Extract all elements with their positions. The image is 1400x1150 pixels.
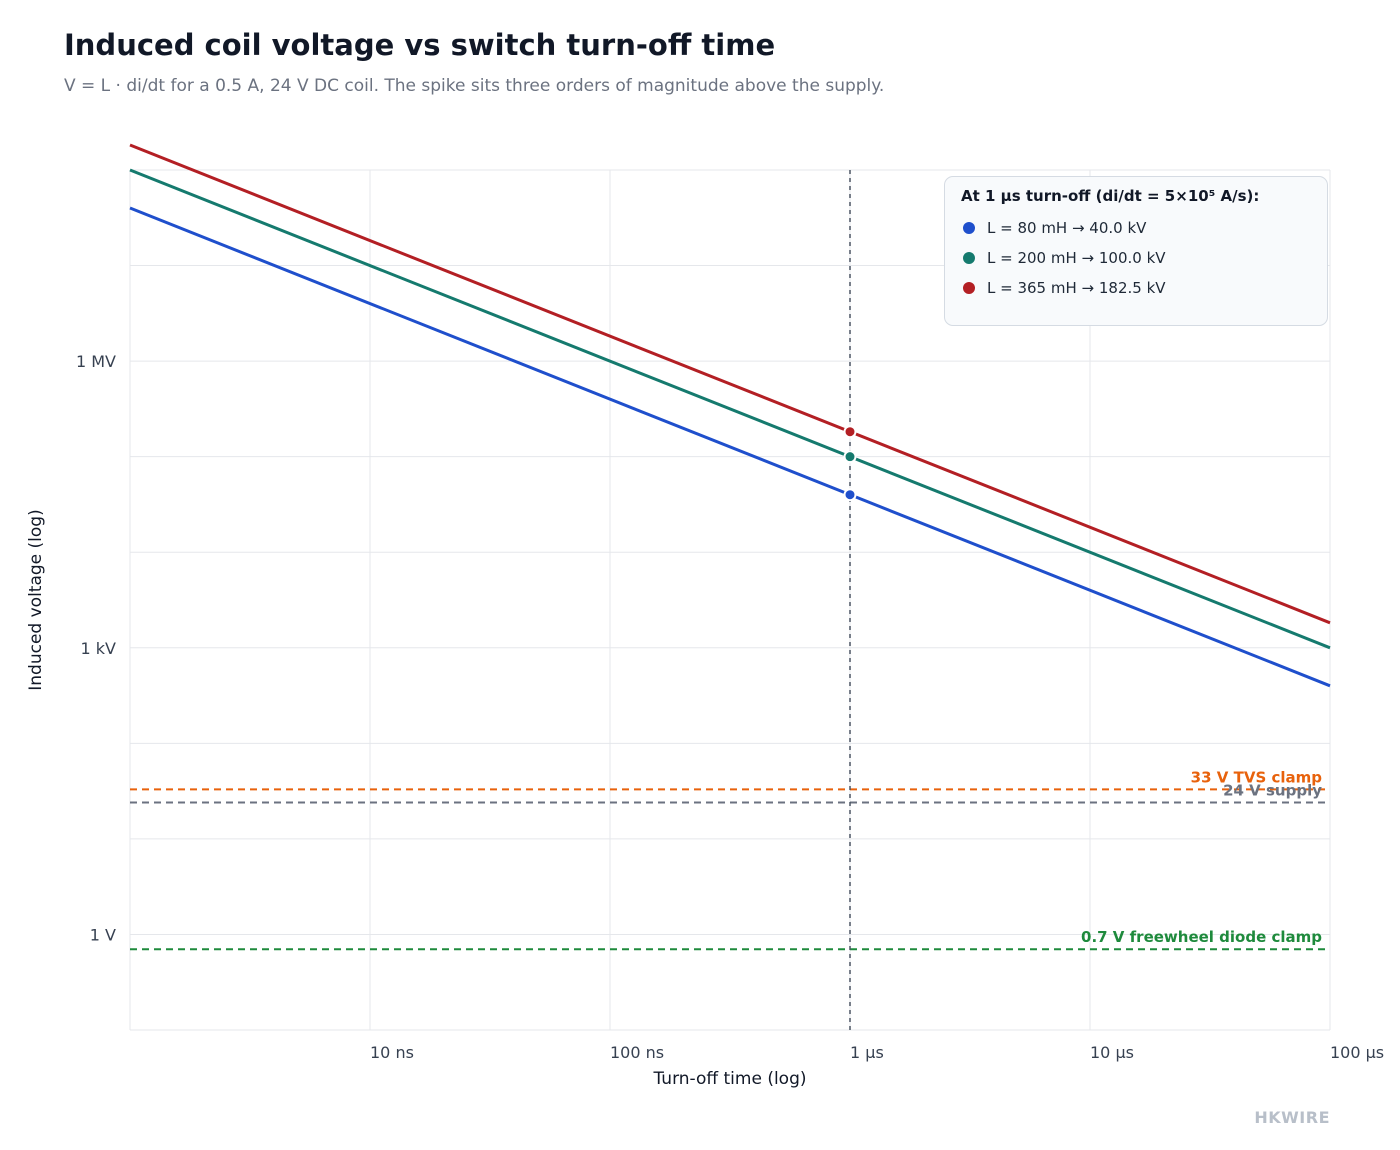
- x-tick-label: 10 µs: [1090, 1043, 1134, 1062]
- markers: [843, 425, 857, 502]
- series-lines: [129, 143, 1331, 688]
- x-axis-title: Turn-off time (log): [653, 1069, 807, 1089]
- reference-line-label: 0.7 V freewheel diode clamp: [1081, 928, 1322, 946]
- chart-title: Induced coil voltage vs switch turn-off …: [64, 28, 776, 62]
- series-line: [129, 206, 1331, 688]
- y-tick-label: 1 MV: [76, 352, 116, 371]
- chart-subtitle: V = L · di/dt for a 0.5 A, 24 V DC coil.…: [64, 76, 885, 96]
- brand-logo: HKWIRE: [1254, 1108, 1330, 1127]
- y-tick-label: 1 V: [90, 925, 116, 944]
- y-tick-label: 1 kV: [81, 639, 117, 658]
- legend-label: L = 365 mH → 182.5 kV: [987, 279, 1166, 297]
- legend-item: L = 80 mH → 40.0 kV: [961, 213, 1311, 243]
- legend-label: L = 80 mH → 40.0 kV: [987, 219, 1147, 237]
- series-marker: [843, 425, 857, 439]
- reference-line-label: 24 V supply: [1223, 782, 1322, 800]
- y-axis-title: Induced voltage (log): [26, 509, 46, 690]
- legend: At 1 µs turn-off (di/dt = 5×10⁵ A/s): L …: [944, 176, 1328, 326]
- x-tick-label: 1 µs: [850, 1043, 884, 1062]
- tick-labels: 10 ns 100 ns 1 µs 10 µs 100 µs 1 V 1 kV 1 MV: [76, 352, 1384, 1062]
- series-line: [129, 143, 1331, 625]
- series-marker: [843, 488, 857, 502]
- legend-dot-200mh: [963, 252, 975, 264]
- series-line: [129, 168, 1331, 650]
- series-marker: [843, 450, 857, 464]
- legend-item: L = 365 mH → 182.5 kV: [961, 273, 1311, 303]
- x-tick-label: 100 µs: [1330, 1043, 1384, 1062]
- legend-item: L = 200 mH → 100.0 kV: [961, 243, 1311, 273]
- legend-dot-365mh: [963, 282, 975, 294]
- x-tick-label: 10 ns: [370, 1043, 414, 1062]
- legend-title: At 1 µs turn-off (di/dt = 5×10⁵ A/s):: [961, 187, 1260, 205]
- legend-dot-80mh: [963, 222, 975, 234]
- reference-line-label: 33 V TVS clamp: [1191, 768, 1323, 786]
- legend-label: L = 200 mH → 100.0 kV: [987, 249, 1166, 267]
- x-tick-label: 100 ns: [610, 1043, 664, 1062]
